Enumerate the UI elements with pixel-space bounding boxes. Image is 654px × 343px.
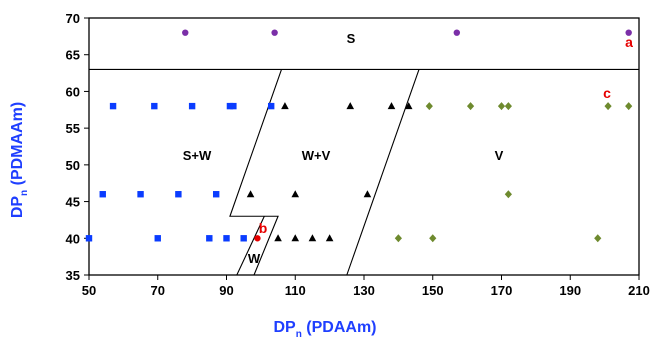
x-tick-label: 190: [559, 283, 581, 298]
data-point-square: [85, 235, 93, 242]
data-point-diamond: [466, 102, 475, 111]
data-point-square: [151, 102, 158, 110]
region-label-s-w: S+W: [183, 148, 212, 163]
data-point-square: [137, 191, 144, 198]
region-label-s: S: [347, 31, 356, 46]
data-point-square: [212, 191, 220, 198]
phase-boundary-line-3: [236, 216, 265, 276]
y-axis-label-subscript: n: [19, 190, 30, 196]
phase-boundary-line-2: [346, 69, 420, 276]
x-axis-label-main: DP: [273, 319, 296, 336]
y-tick-label: 45: [66, 195, 80, 210]
data-point-circle: [625, 29, 632, 36]
plot-frame: [88, 17, 640, 276]
data-point-square: [267, 102, 275, 110]
data-point-triangle: [308, 234, 317, 242]
data-point-circle: [453, 29, 461, 36]
x-axis-label-rest: (PDAAm): [302, 319, 377, 336]
data-point-square: [230, 102, 237, 110]
data-point-triangle: [346, 102, 355, 110]
data-points: [85, 29, 633, 243]
annotation-b: b: [259, 220, 268, 236]
data-point-diamond: [625, 102, 633, 111]
data-point-diamond: [604, 102, 612, 111]
data-point-diamond: [394, 234, 402, 243]
y-tick-label: 70: [66, 11, 80, 26]
x-tick-label: 170: [491, 283, 513, 298]
x-axis-ticks: 50 70 90 110 130 150 170 190 210: [82, 275, 650, 298]
data-point-diamond: [594, 234, 602, 243]
data-point-diamond: [425, 102, 433, 111]
x-axis-label-subscript: n: [296, 329, 302, 340]
phase-boundary-line-1: [229, 69, 283, 276]
x-tick-label: 150: [422, 283, 444, 298]
data-point-diamond: [429, 234, 437, 243]
y-axis-label-main: DP: [9, 196, 26, 219]
x-tick-label: 90: [219, 283, 233, 298]
data-point-square: [175, 191, 182, 198]
x-tick-label: 70: [151, 283, 165, 298]
y-axis-ticks: 35 40 45 50 55 60 65 70: [66, 11, 89, 283]
y-tick-label: 35: [66, 268, 80, 283]
data-point-circle: [254, 235, 261, 242]
y-tick-label: 65: [66, 48, 80, 63]
data-point-square: [109, 102, 117, 110]
annotation-a: a: [625, 34, 633, 50]
x-tick-label: 50: [82, 283, 96, 298]
data-point-square: [188, 102, 196, 110]
x-tick-label: 110: [285, 283, 306, 298]
x-tick-label: 130: [353, 283, 375, 298]
region-label-v: V: [495, 148, 504, 163]
y-tick-label: 60: [66, 84, 80, 99]
data-point-diamond: [504, 190, 512, 199]
data-point-triangle: [274, 234, 282, 242]
data-point-square: [223, 235, 230, 242]
y-axis-label-rest: (PDMAAm): [9, 102, 26, 190]
phase-boundaries: [89, 68, 639, 276]
data-point-circle: [182, 29, 189, 36]
y-tick-label: 50: [66, 158, 80, 173]
region-label-w: W: [248, 251, 261, 266]
data-point-triangle: [387, 102, 396, 110]
y-axis-label: DPn (PDMAAm): [9, 102, 30, 218]
region-label-w-v: W+V: [302, 148, 331, 163]
data-point-diamond: [504, 102, 512, 111]
data-point-diamond: [497, 102, 506, 111]
data-point-square: [99, 191, 106, 198]
data-point-triangle: [363, 190, 372, 198]
data-point-triangle: [291, 190, 300, 198]
y-tick-label: 40: [66, 231, 80, 246]
data-point-triangle: [281, 102, 289, 110]
data-point-square: [154, 235, 161, 242]
x-axis-label: DPn (PDAAm): [273, 319, 376, 340]
data-point-triangle: [291, 234, 300, 242]
data-point-circle: [271, 29, 278, 36]
data-point-square: [226, 102, 234, 110]
data-point-triangle: [246, 190, 255, 198]
data-point-triangle: [404, 102, 413, 110]
data-point-square: [240, 235, 247, 242]
annotation-c: c: [603, 85, 611, 101]
data-point-square: [206, 235, 213, 242]
y-tick-label: 55: [66, 121, 80, 136]
data-point-triangle: [325, 234, 334, 242]
x-tick-label: 210: [628, 283, 650, 298]
